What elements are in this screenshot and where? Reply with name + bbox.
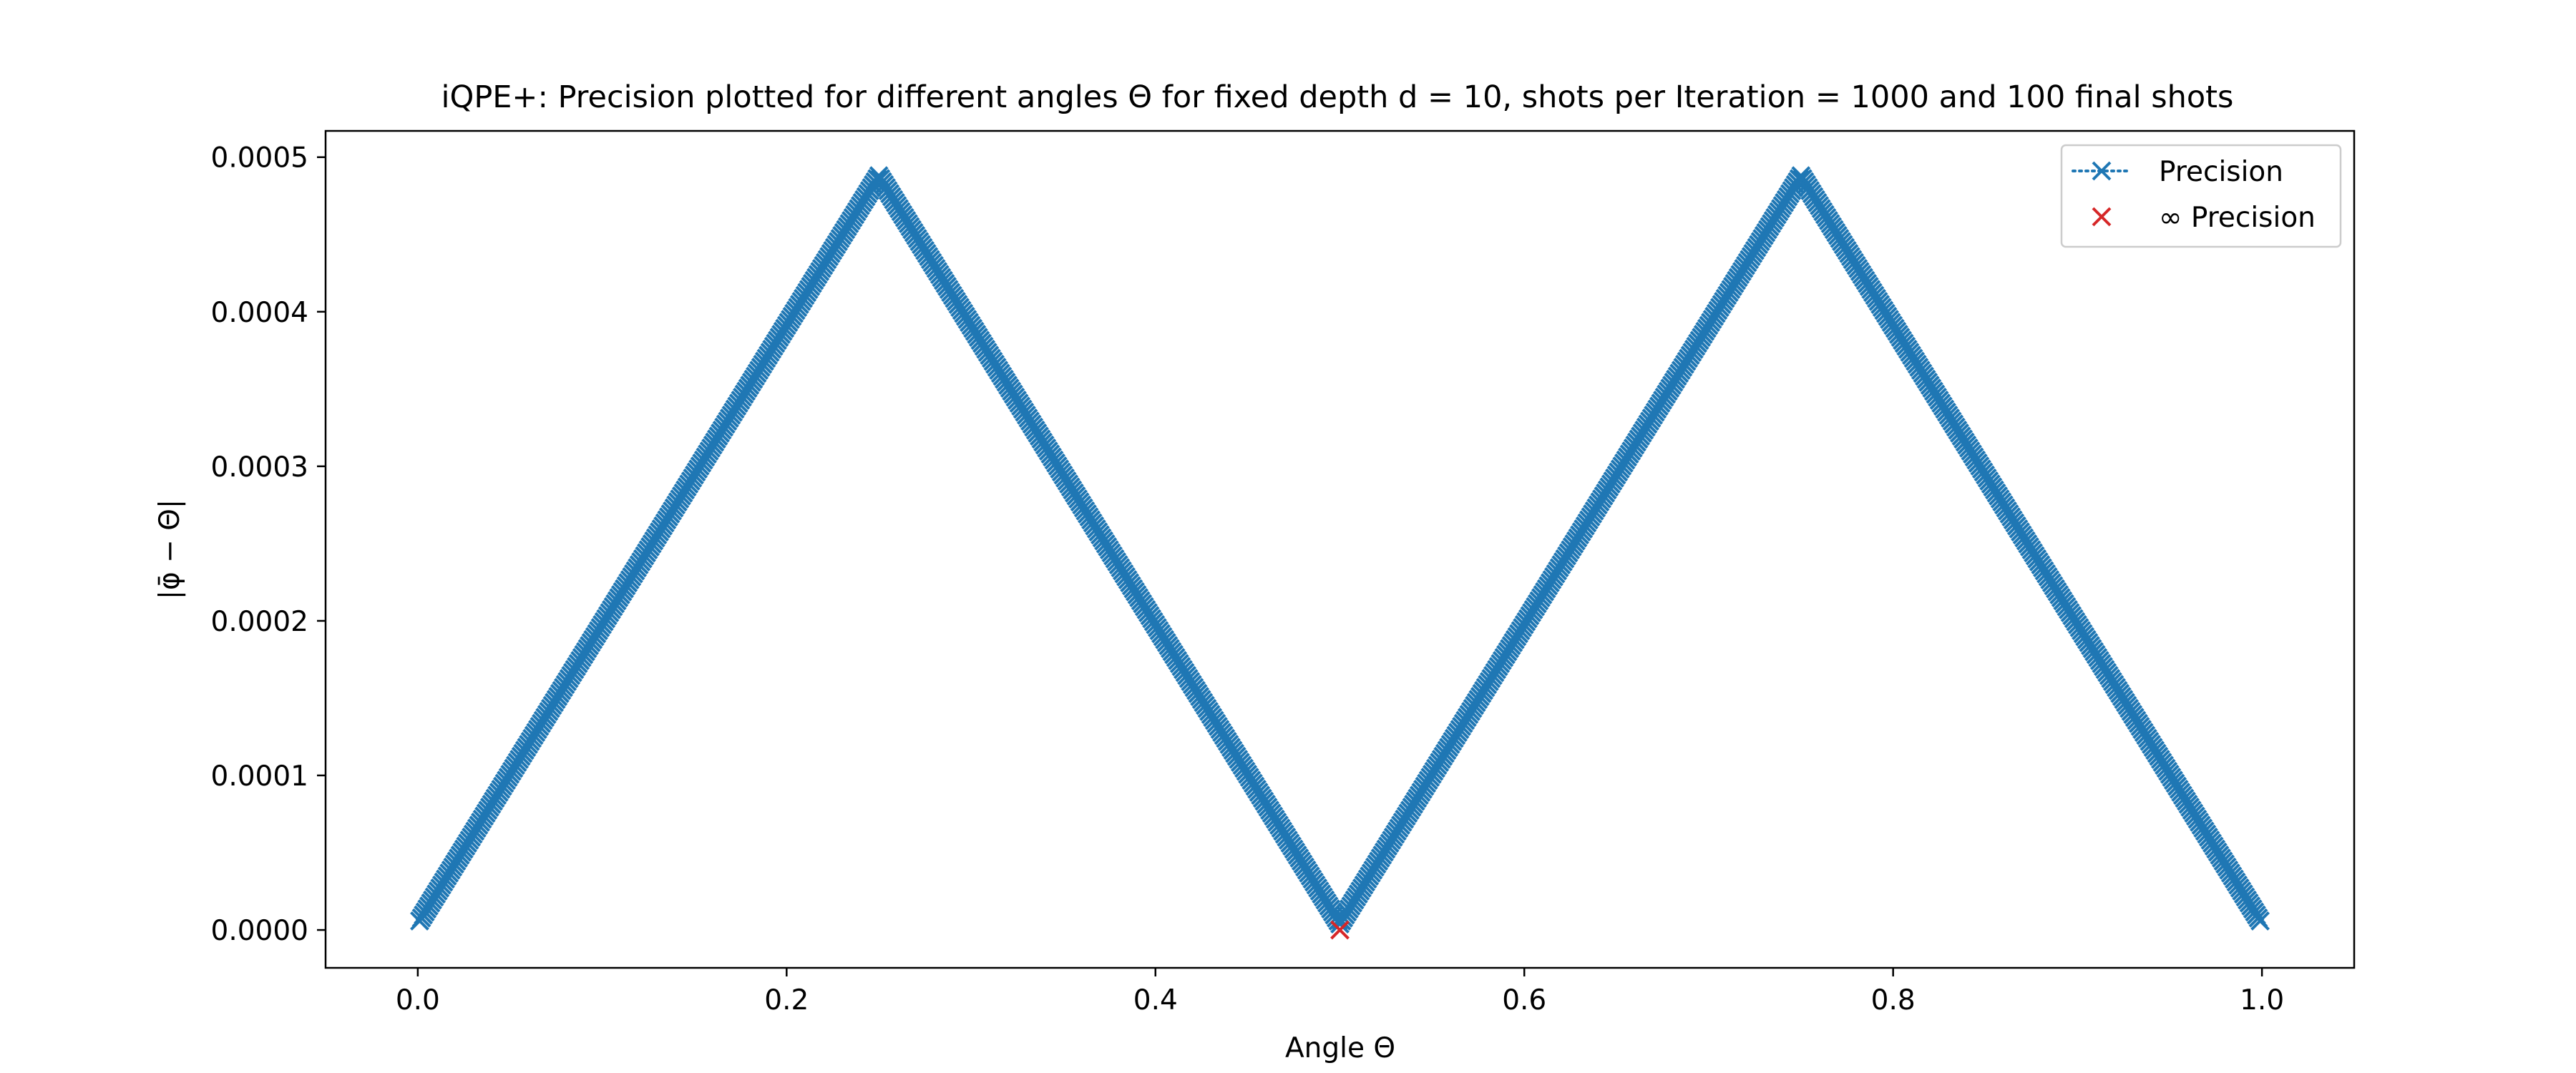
- y-tick-label: 0.0000: [211, 915, 308, 947]
- y-axis-ticks: 0.0000 0.0001 0.0002 0.0003 0.0004 0.0005: [211, 142, 326, 947]
- x-tick-label: 1.0: [2240, 984, 2284, 1016]
- y-tick-label: 0.0002: [211, 606, 308, 638]
- x-tick-label: 0.0: [396, 984, 440, 1016]
- infinite-precision-point: [1330, 920, 1350, 940]
- series-layer: [410, 166, 2270, 940]
- x-tick-label: 0.2: [764, 984, 809, 1016]
- legend-precision-label: Precision: [2159, 156, 2283, 188]
- legend-precision-marker: [2092, 161, 2112, 181]
- x-tick-label: 0.8: [1871, 984, 1916, 1016]
- legend-frame: [2060, 144, 2342, 248]
- x-tick-label: 0.4: [1133, 984, 1178, 1016]
- y-tick-label: 0.0004: [211, 297, 308, 329]
- y-axis-label: |φ̄ − Θ|: [154, 499, 186, 599]
- y-tick-label: 0.0005: [211, 142, 308, 175]
- legend-infinite-precision-marker: [2092, 207, 2112, 227]
- x-axis-label: Angle Θ: [1285, 1032, 1395, 1064]
- legend: Precision ∞ Precision: [2060, 144, 2342, 248]
- y-tick-label: 0.0003: [211, 451, 308, 484]
- y-tick-label: 0.0001: [211, 760, 308, 793]
- x-tick-label: 0.6: [1502, 984, 1546, 1016]
- legend-infinite-precision-label: ∞ Precision: [2159, 202, 2316, 234]
- chart-title: iQPE+: Precision plotted for different a…: [441, 79, 2234, 115]
- precision-point: [2250, 911, 2270, 931]
- x-axis-ticks: 0.0 0.2 0.4 0.6 0.8 1.0: [396, 968, 2284, 1016]
- plot-area-frame: [324, 129, 2356, 969]
